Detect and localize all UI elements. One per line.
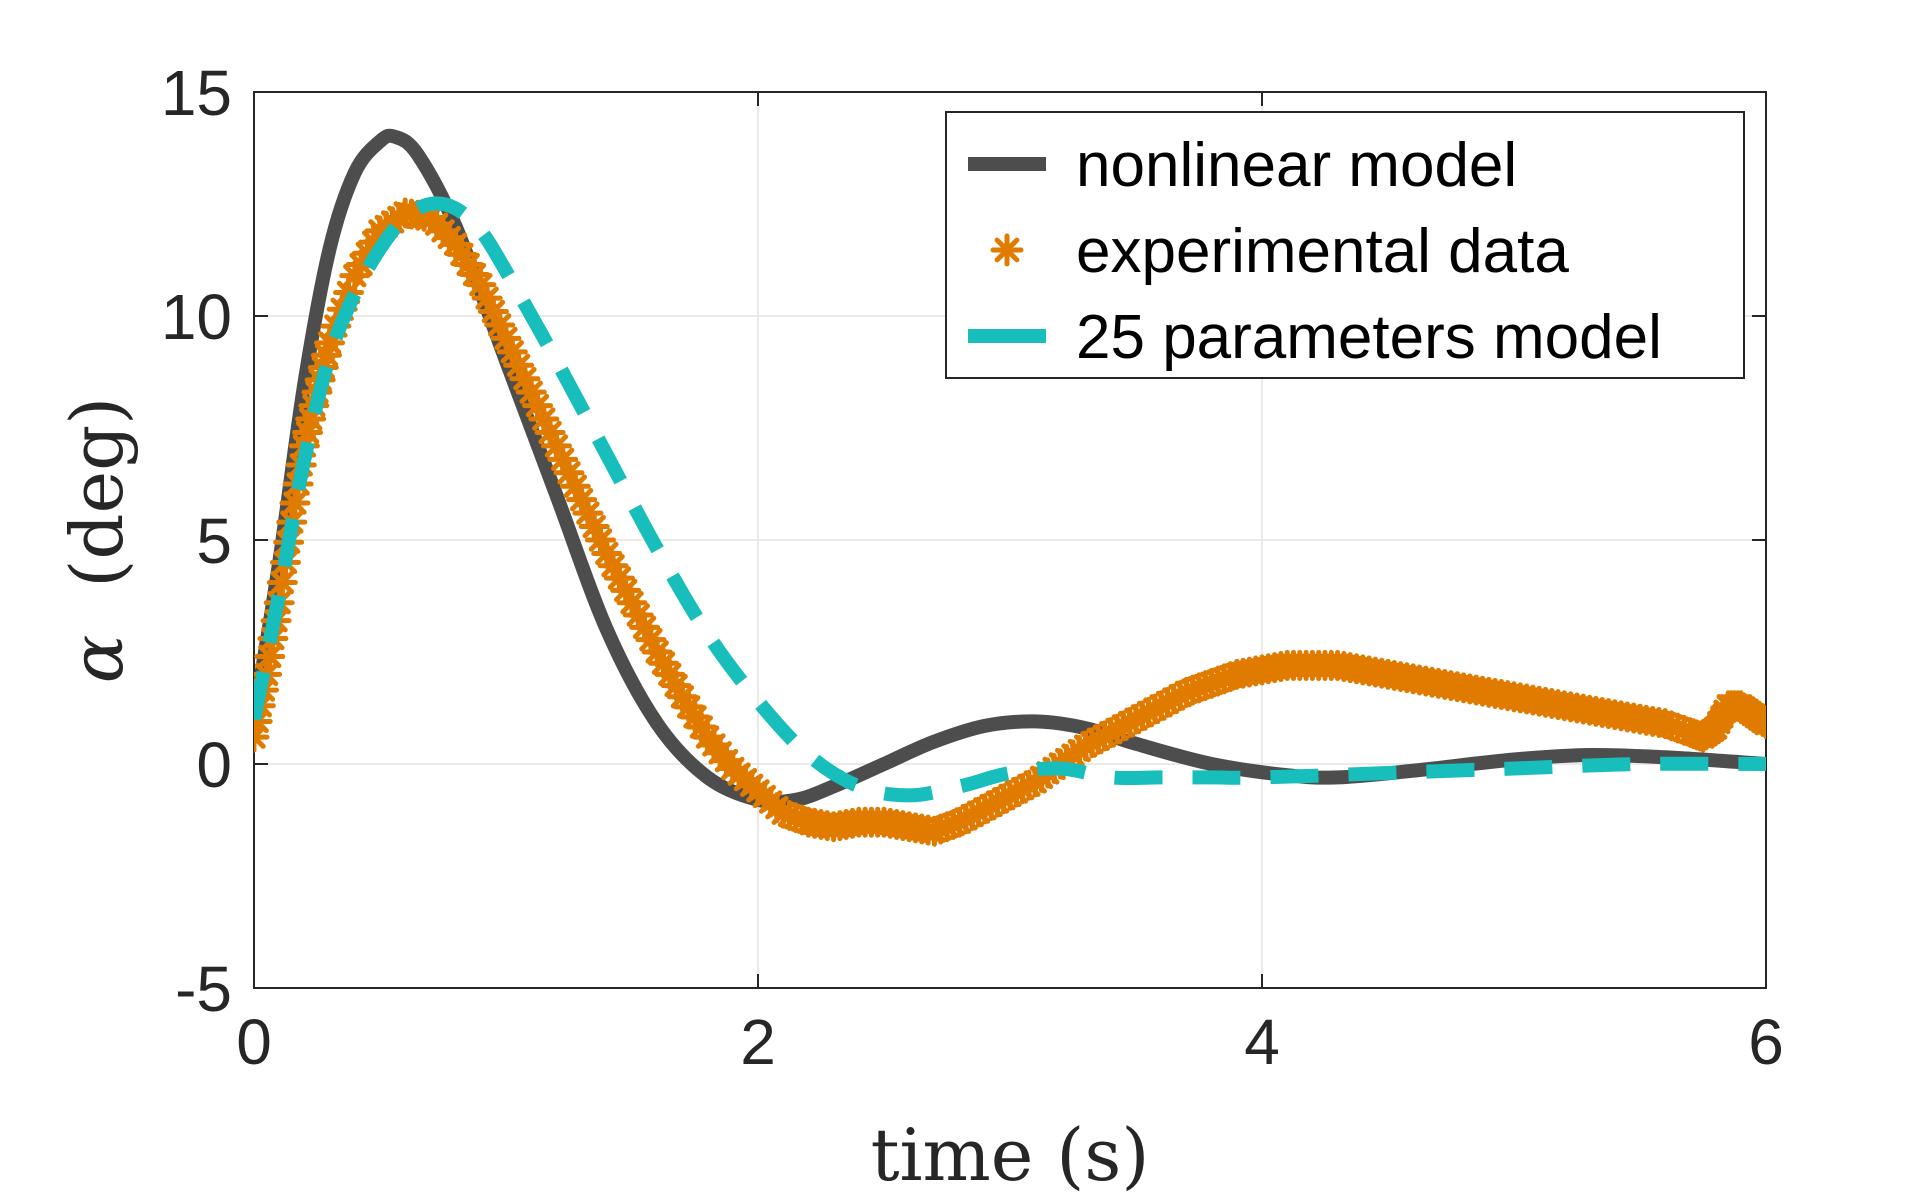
axes (253, 91, 1767, 989)
legend-item: nonlinear model (968, 131, 1517, 200)
y-axis-title: α (deg) (55, 397, 139, 683)
series-markers-experimental-data (254, 197, 1766, 847)
y-tick-label: 0 (196, 729, 232, 801)
data-point-marker (266, 567, 298, 599)
legend-item: experimental data (990, 217, 1569, 286)
y-tick-label: 5 (196, 505, 232, 577)
y-axis-symbol: α (55, 635, 139, 684)
x-tick-label: 4 (1244, 1006, 1280, 1078)
x-tick-label: 0 (236, 1006, 272, 1078)
axis-titles: time (s) α (deg) (55, 397, 1149, 1196)
x-tick-label: 2 (740, 1006, 776, 1078)
data-point-marker (254, 640, 286, 672)
legend-swatch-marker (990, 233, 1024, 267)
y-tick-label: -5 (175, 953, 232, 1025)
y-axis-unit: (deg) (55, 397, 139, 588)
y-tick-label: 15 (161, 57, 232, 129)
series-line-nonlinear-model (254, 128, 1766, 810)
data-point-marker (254, 721, 270, 753)
series-layer (254, 128, 1766, 847)
legend-item: 25 parameters model (968, 303, 1662, 372)
series-line-25-parameters-model (254, 196, 1766, 803)
x-axis-title: time (s) (871, 1113, 1150, 1196)
data-point-marker (279, 487, 311, 519)
legend-box (945, 111, 1745, 379)
y-axis-title-group: α (deg) (55, 397, 139, 683)
legend-label: 25 parameters model (1076, 303, 1662, 372)
data-point-marker (1750, 708, 1766, 740)
legend: nonlinear model experimental data 25 param… (945, 111, 1745, 379)
x-tick-label: 6 (1748, 1006, 1784, 1078)
legend-label: nonlinear model (1076, 131, 1517, 200)
legend-label: experimental data (1076, 217, 1569, 286)
y-tick-label: 10 (161, 281, 232, 353)
